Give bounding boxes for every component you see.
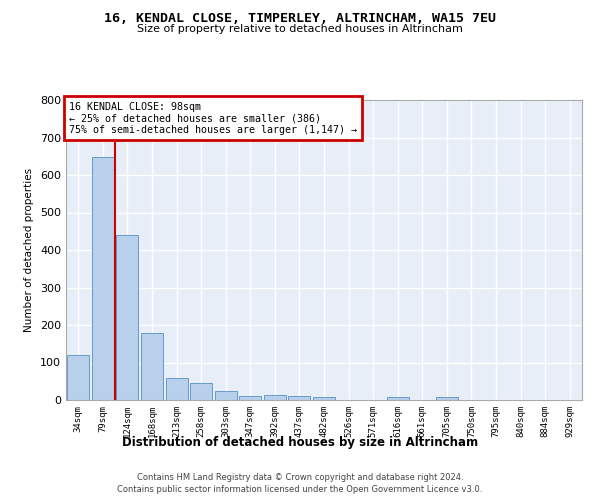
Bar xyxy=(239,396,262,400)
Text: Contains HM Land Registry data © Crown copyright and database right 2024.: Contains HM Land Registry data © Crown c… xyxy=(137,473,463,482)
Text: Contains public sector information licensed under the Open Government Licence v3: Contains public sector information licen… xyxy=(118,484,482,494)
Bar xyxy=(289,396,310,400)
Bar xyxy=(67,355,89,400)
Text: 16 KENDAL CLOSE: 98sqm
← 25% of detached houses are smaller (386)
75% of semi-de: 16 KENDAL CLOSE: 98sqm ← 25% of detached… xyxy=(68,102,356,134)
Text: 16, KENDAL CLOSE, TIMPERLEY, ALTRINCHAM, WA15 7EU: 16, KENDAL CLOSE, TIMPERLEY, ALTRINCHAM,… xyxy=(104,12,496,26)
Bar xyxy=(116,235,139,400)
Text: Distribution of detached houses by size in Altrincham: Distribution of detached houses by size … xyxy=(122,436,478,449)
Bar xyxy=(215,392,237,400)
Bar xyxy=(264,395,286,400)
Bar xyxy=(166,378,188,400)
Bar xyxy=(141,333,163,400)
Y-axis label: Number of detached properties: Number of detached properties xyxy=(25,168,34,332)
Bar xyxy=(190,383,212,400)
Bar xyxy=(92,157,114,400)
Bar xyxy=(386,398,409,400)
Text: Size of property relative to detached houses in Altrincham: Size of property relative to detached ho… xyxy=(137,24,463,34)
Bar xyxy=(313,397,335,400)
Bar xyxy=(436,398,458,400)
